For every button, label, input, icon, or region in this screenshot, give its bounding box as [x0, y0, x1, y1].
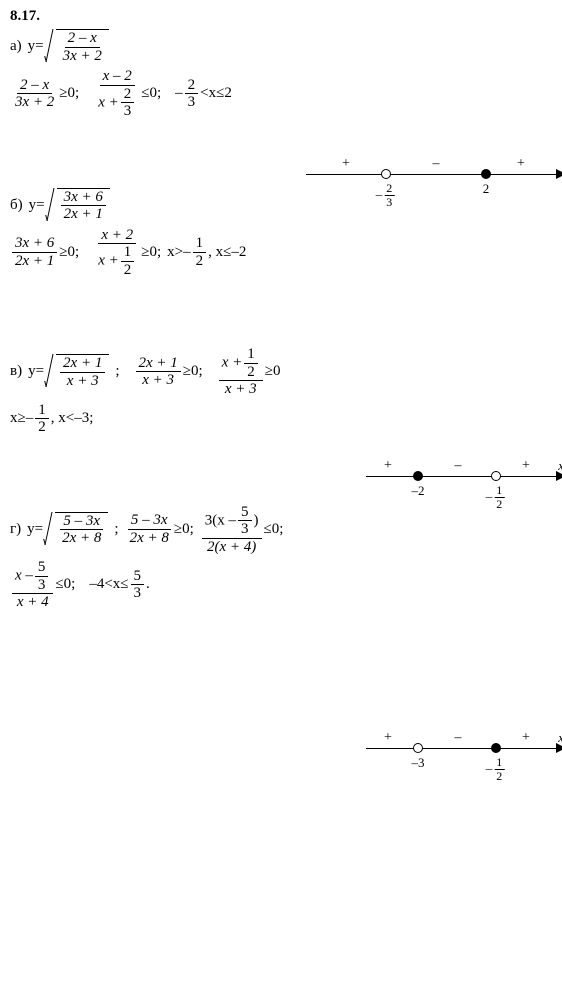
problem-number: 8.17. — [10, 8, 552, 25]
sign-marker: + — [384, 458, 392, 474]
axis-label: 2 — [483, 182, 490, 195]
numline-c: x+–+–3–12 — [366, 730, 562, 780]
axis-point — [491, 743, 501, 753]
sign-marker: + — [522, 458, 530, 474]
numline-a: + – + –23 2 — [306, 156, 562, 206]
label-d: г) — [10, 521, 21, 538]
axis-label: –12 — [486, 484, 507, 511]
sign-marker: + — [517, 156, 525, 172]
sign-marker: – — [455, 730, 462, 746]
label-a: а) — [10, 38, 22, 55]
numline-b: x+–+–2–12 — [366, 458, 562, 508]
axis-point — [481, 169, 491, 179]
axis-point — [413, 471, 423, 481]
axis-label: –2 — [412, 484, 425, 497]
axis-point — [413, 743, 423, 753]
problem-d: г) y= 5 – 3x2x + 8 ; 5 – 3x2x + 8 ≥0; 3(… — [10, 504, 552, 611]
problem-a: а) y= 2 – x3x + 2 2 – x3x + 2 ≥0; x – 2 … — [10, 29, 552, 120]
sign-marker: + — [342, 156, 350, 172]
label-b: б) — [10, 197, 23, 214]
sign-marker: – — [455, 458, 462, 474]
axis-point — [381, 169, 391, 179]
label-c: в) — [10, 363, 22, 380]
axis-label: –12 — [486, 756, 507, 783]
sign-marker: + — [384, 730, 392, 746]
sign-marker: + — [522, 730, 530, 746]
axis-label: –23 — [376, 182, 397, 209]
problem-c: в) y= 2x + 1x + 3 ; 2x + 1x + 3 ≥0; x +1… — [10, 346, 552, 436]
axis-point — [491, 471, 501, 481]
axis-label: –3 — [412, 756, 425, 769]
sign-marker: – — [433, 156, 440, 172]
